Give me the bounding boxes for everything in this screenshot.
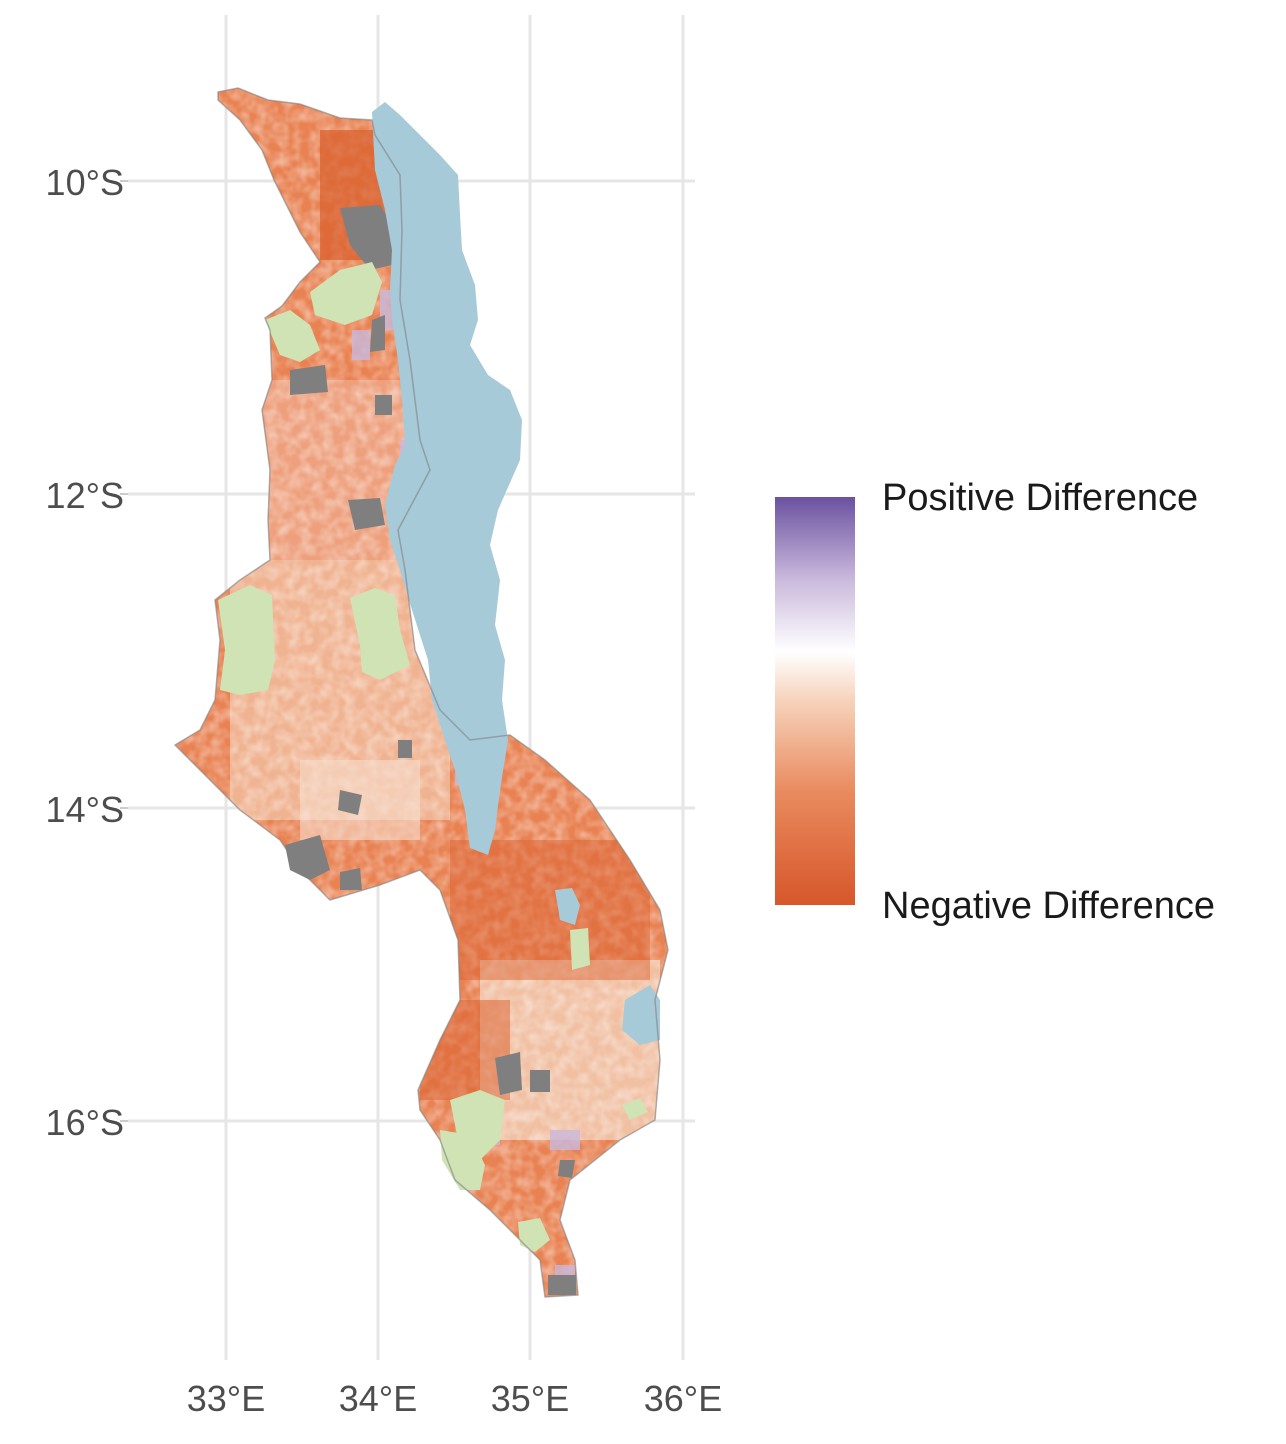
country-outline — [173, 87, 669, 1298]
lakes — [372, 102, 660, 1045]
y-tick-label: 12°S — [45, 475, 124, 516]
protected-areas — [218, 262, 648, 1252]
y-tick-label: 10°S — [45, 162, 124, 203]
x-tick-label: 35°E — [490, 1378, 570, 1419]
tick-marks — [120, 180, 128, 1122]
y-tick-label: 16°S — [45, 1102, 124, 1143]
no-data-patches — [285, 205, 576, 1295]
x-tick-label: 34°E — [338, 1378, 418, 1419]
lake-malombe — [555, 888, 580, 925]
x-tick-label: 36°E — [643, 1378, 723, 1419]
y-tick-label: 14°S — [45, 789, 124, 830]
lake-chilwa — [622, 985, 660, 1045]
legend-high-label: Positive Difference — [882, 477, 1199, 519]
x-tick-label: 33°E — [186, 1378, 266, 1419]
lake-malawi — [372, 102, 522, 855]
legend-low-label: Negative Difference — [882, 885, 1216, 927]
legend-colorbar — [775, 497, 855, 905]
